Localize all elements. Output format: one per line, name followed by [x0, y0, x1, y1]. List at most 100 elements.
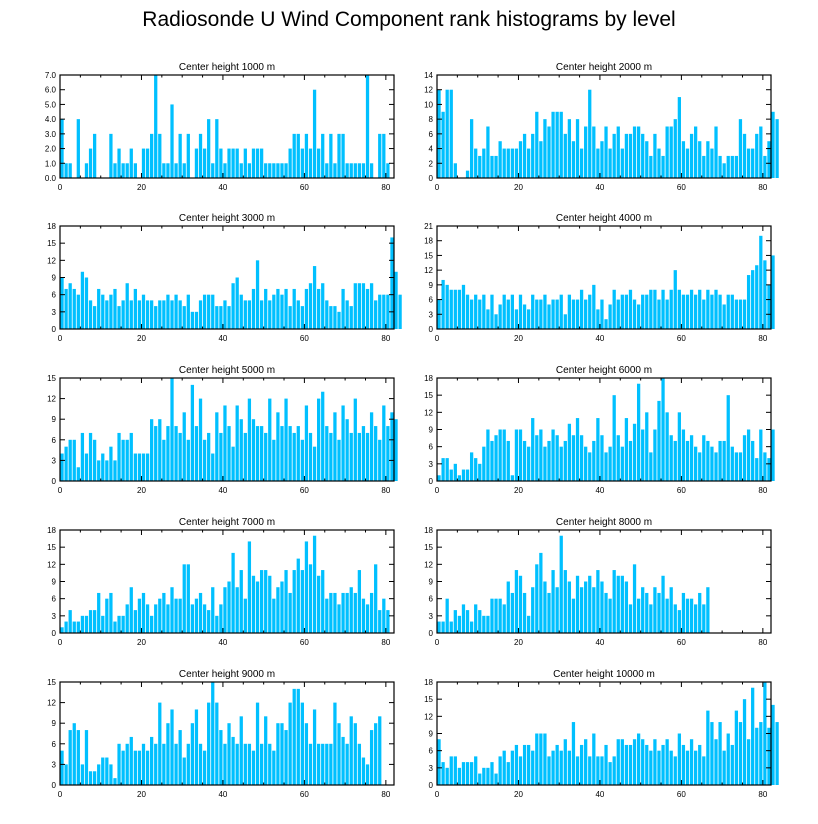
- bar: [382, 405, 386, 481]
- bar: [742, 133, 747, 178]
- bar: [734, 299, 739, 329]
- y-tick-label: 6: [429, 443, 434, 452]
- bar: [714, 739, 718, 785]
- bar: [498, 141, 502, 178]
- bar: [624, 133, 629, 178]
- bar: [304, 541, 309, 633]
- bar: [219, 730, 223, 785]
- bar: [441, 621, 445, 633]
- bar: [563, 133, 567, 178]
- bar: [628, 289, 633, 329]
- bar: [369, 592, 374, 633]
- y-tick-label: 3: [52, 612, 57, 621]
- bar: [767, 727, 771, 785]
- bar: [202, 604, 207, 633]
- bar: [636, 598, 641, 633]
- y-tick-label: 3: [52, 308, 57, 317]
- x-tick-label: 40: [218, 790, 227, 799]
- bar: [284, 288, 288, 329]
- bar: [288, 702, 292, 785]
- bar: [186, 564, 190, 633]
- bar: [461, 284, 466, 329]
- bar: [702, 604, 706, 633]
- x-tick-label: 60: [677, 183, 686, 192]
- bar: [539, 733, 543, 785]
- bar: [588, 756, 592, 785]
- bar: [268, 743, 272, 785]
- bar: [158, 300, 162, 329]
- y-tick-label: 18: [424, 678, 433, 687]
- bar: [357, 163, 362, 178]
- bar: [361, 757, 366, 785]
- bar: [775, 119, 779, 178]
- bar: [357, 743, 362, 785]
- bar: [612, 756, 616, 785]
- x-tick-label: 60: [300, 183, 309, 192]
- bar: [518, 141, 523, 178]
- bar: [97, 592, 101, 633]
- bar: [600, 141, 604, 178]
- bar: [755, 727, 759, 785]
- bar: [60, 750, 64, 785]
- bar: [746, 739, 751, 785]
- bar: [596, 570, 600, 633]
- panel-3: Center height 3000 m 0 20 40 60 80 0 3 6 9 12 15 18: [47, 213, 402, 343]
- y-tick-label: 18: [424, 374, 433, 383]
- bar: [612, 570, 616, 633]
- bar: [211, 294, 215, 329]
- y-tick-label: 0: [429, 174, 434, 183]
- bar: [596, 309, 600, 329]
- bar: [490, 598, 494, 633]
- bar: [357, 432, 362, 481]
- y-tick-label: 14: [424, 71, 433, 80]
- bar: [539, 429, 543, 481]
- bar: [681, 744, 686, 785]
- bar: [141, 148, 146, 178]
- bar: [76, 294, 80, 329]
- panel-title: Center height 3000 m: [179, 213, 275, 224]
- bar: [174, 598, 178, 633]
- bar: [284, 163, 288, 178]
- bar: [706, 289, 710, 329]
- bar: [738, 299, 743, 329]
- bar: [531, 294, 535, 329]
- bar: [620, 148, 624, 178]
- bar: [194, 311, 199, 329]
- bar: [162, 592, 166, 633]
- bar: [575, 119, 580, 178]
- bar: [490, 155, 494, 178]
- bar: [117, 743, 121, 785]
- bar: [88, 771, 93, 785]
- bar: [579, 148, 584, 178]
- bar: [498, 756, 502, 785]
- bar: [571, 435, 576, 481]
- bar: [579, 587, 584, 633]
- bar: [145, 453, 150, 481]
- bar: [235, 148, 239, 178]
- y-tick-label: 8: [429, 115, 434, 124]
- y-tick-label: 4.0: [45, 115, 57, 124]
- bar: [616, 575, 620, 633]
- panel-title: Center height 1000 m: [179, 62, 275, 73]
- bar: [390, 237, 394, 329]
- bar: [308, 743, 313, 785]
- bar: [632, 423, 637, 481]
- bar: [510, 148, 514, 178]
- bar: [321, 743, 325, 785]
- bar: [215, 702, 219, 785]
- bar: [518, 756, 523, 785]
- bar: [486, 126, 490, 178]
- bar: [510, 294, 514, 329]
- y-tick-label: 18: [424, 237, 433, 246]
- bar: [280, 723, 284, 785]
- bar: [751, 148, 755, 178]
- x-tick-label: 20: [137, 638, 146, 647]
- bar: [465, 762, 470, 785]
- bar: [398, 294, 402, 329]
- bar: [349, 587, 353, 633]
- bar: [539, 141, 543, 178]
- plot-frame: [59, 681, 395, 786]
- bar: [259, 300, 264, 329]
- bar: [502, 294, 506, 329]
- bar: [207, 702, 211, 785]
